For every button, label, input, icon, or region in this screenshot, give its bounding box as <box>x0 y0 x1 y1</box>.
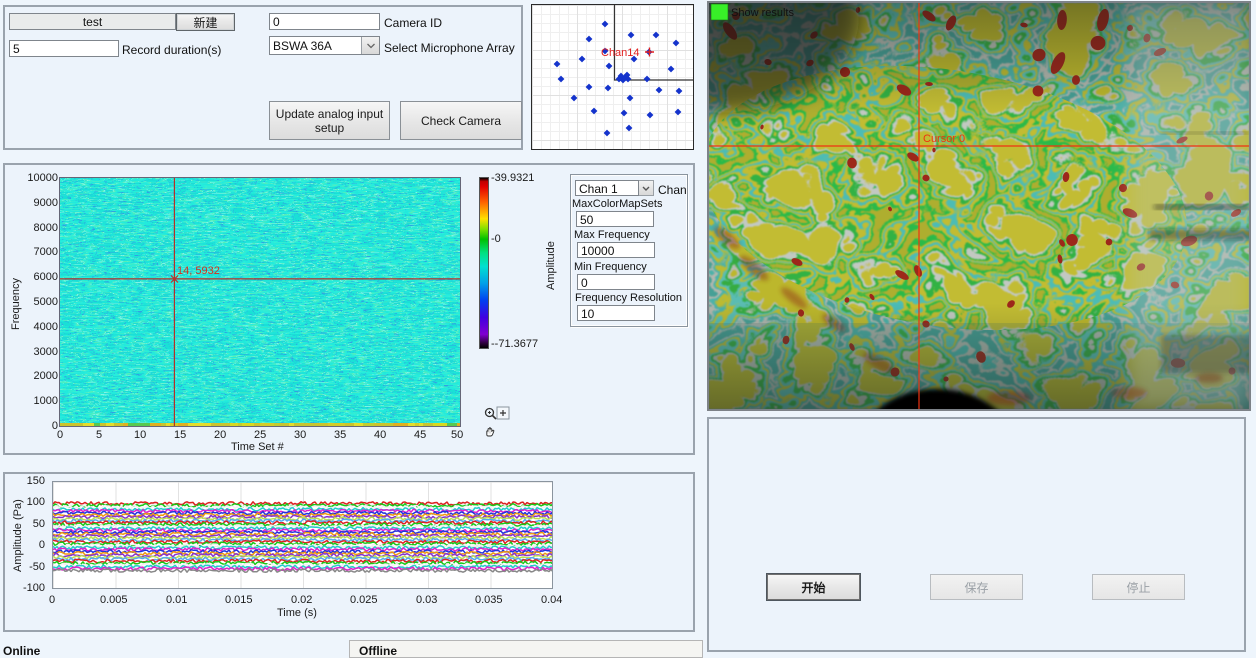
svg-text:Cursor 0: Cursor 0 <box>923 133 965 145</box>
svg-text:Chan14: Chan14 <box>601 47 640 59</box>
svg-text:Show results: Show results <box>731 7 794 19</box>
svg-text:14, 5932: 14, 5932 <box>177 265 220 277</box>
